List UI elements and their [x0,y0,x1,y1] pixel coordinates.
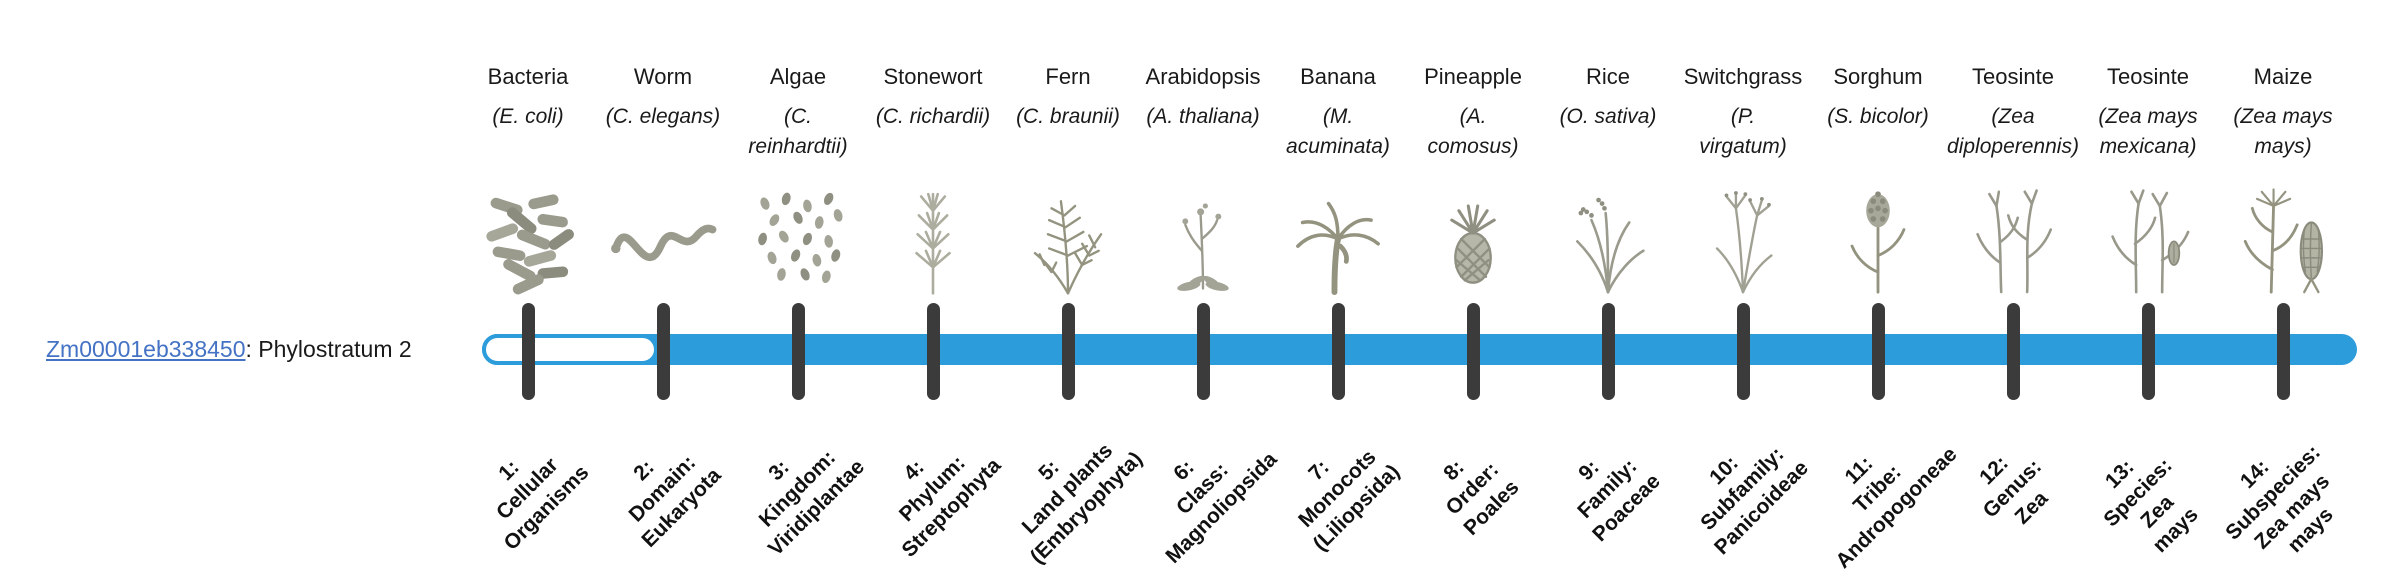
species-name: Pineapple [1424,64,1522,89]
tick-mark [1332,303,1345,400]
species-name: Rice [1585,64,1630,89]
species-name: Sorghum [1833,64,1923,89]
phylostratum-axis-label: 6: Class: Magnoliopsida [1161,447,1282,568]
timeline-bar [482,334,2357,365]
species-latin-name: (P. virgatum) [1699,105,1787,159]
switchgrass-illustration [1681,168,1805,298]
gene-label: Zm00001eb338450: Phylostratum 2 [46,336,412,363]
tick-mark [2142,303,2155,400]
species-name: Switchgrass [1683,64,1803,89]
phylostratum-axis-label: 13: Species: Zea mays [2099,454,2203,558]
phylostratum-axis-label: 8: Order: Poales [1439,455,1524,540]
tick-mark [2277,303,2290,400]
species-latin-name: (O. sativa) [1559,105,1657,128]
rice-illustration [1546,168,1670,298]
gene-phylostratum-text: : Phylostratum 2 [245,336,412,362]
tick-mark [2007,303,2020,400]
teosinte-diploperennis-illustration [1951,168,2075,298]
tick-mark [1737,303,1750,400]
species-name: Teosinte [2107,64,2189,89]
phylostratum-axis-label: 12: Genus: Zea [1975,451,2053,529]
tick-mark [927,303,940,400]
timeline-bar-unfilled-segment [482,334,658,365]
species-name: Worm [633,64,693,89]
species-latin-name: (Zea mays mexicana) [2098,105,2198,159]
phylostratum-axis-label: 4: Phylum: Streptophyta [895,451,1006,562]
species-latin-name: (E. coli) [492,105,564,128]
tick-mark [657,303,670,400]
tick-mark [792,303,805,400]
phylostratum-axis-label: 2: Domain: Eukaryota [624,451,726,552]
species-latin-name: (Zea mays mays) [2233,105,2333,159]
species-name: Algae [769,64,827,89]
species-name: Fern [1045,64,1091,89]
banana-illustration [1276,168,1400,298]
species-latin-name: (A. thaliana) [1146,105,1260,128]
species-latin-name: (A. comosus) [1427,105,1519,159]
species-latin-name: (C. elegans) [605,105,721,128]
phylostratum-axis-label: 1: Cellular Organisms [492,453,594,555]
phylostratum-axis-label: 10: Subfamily: Panicoideae [1696,442,1813,559]
phylostratum-axis-label: 5: Land plants (Embryophyta) [1017,439,1147,569]
phylostratum-axis-label: 3: Kingdom: Viridiplantae [754,446,869,561]
maize-illustration [2221,168,2345,298]
species-name: Stonewort [883,64,983,89]
tick-mark [1467,303,1480,400]
stonewort-illustration [871,168,995,298]
sorghum-illustration [1816,168,1940,298]
arabidopsis-illustration [1141,168,1265,298]
teosinte-mexicana-illustration [2086,168,2210,298]
species-latin-name: (Zea diploperennis) [1947,105,2079,159]
species-latin-name: (C. reinhardtii) [748,105,848,159]
tick-mark [1197,303,1210,400]
phylostratum-axis-label: 7: Monocots (Liliopsida) [1294,445,1404,556]
tick-mark [1602,303,1615,400]
species-name: Bacteria [487,64,569,89]
phylostratum-axis-label: 14: Subspecies: Zea mays mays [2221,440,2338,558]
gene-link[interactable]: Zm00001eb338450 [46,336,246,362]
species-name: Maize [2253,64,2313,89]
algae-illustration [736,168,860,298]
species-name: Banana [1300,64,1376,89]
tick-mark [1872,303,1885,400]
fern-illustration [1006,168,1130,298]
species-name: Teosinte [1972,64,2054,89]
species-latin-name: (S. bicolor) [1827,105,1929,128]
species-latin-name: (M. acuminata) [1286,105,1390,159]
phylostratum-axis-label: 11: Tribe: Andropogoneae [1831,442,1962,573]
species-latin-name: (C. richardii) [875,105,991,128]
pineapple-illustration [1411,168,1535,298]
tick-mark [1062,303,1075,400]
bacteria-illustration [466,168,590,298]
species-latin-name: (C. braunii) [1016,105,1120,128]
phylostratum-axis-label: 9: Family: Poaceae [1573,454,1665,546]
species-name: Arabidopsis [1145,64,1261,89]
tick-mark [522,303,535,400]
worm-illustration [601,168,725,298]
